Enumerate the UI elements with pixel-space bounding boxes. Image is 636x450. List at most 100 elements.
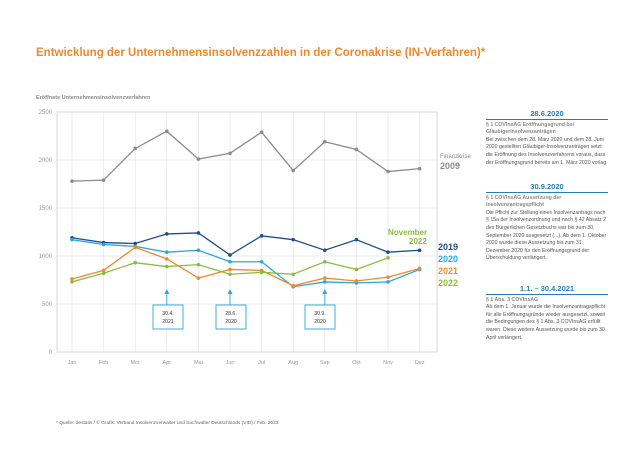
x-tick-label: Mai (194, 360, 203, 366)
sidebar-note-3: 1.1. – 30.4.2021 § 1 Abs. 3 COVInsAG Ab … (486, 285, 608, 342)
data-point-2022 (259, 270, 264, 275)
callout-sep: 30.9. 2020 (304, 289, 336, 330)
data-point-2021 (165, 257, 169, 261)
series-line-2019 (71, 232, 420, 256)
data-point-2020 (101, 242, 106, 247)
data-point-2020 (323, 280, 327, 284)
november-2022-label-year: 2022 (409, 237, 427, 246)
legend-label-2020: 2020 (438, 254, 458, 264)
y-tick-label: 2000 (39, 158, 53, 164)
x-tick-label: Jun (226, 360, 235, 366)
callout-date: 30.4. (162, 311, 174, 317)
data-point-2021 (417, 266, 422, 271)
legend-label-2021: 2021 (438, 266, 458, 276)
callout-year: 2020 (314, 319, 326, 325)
data-point-2009 (133, 146, 137, 151)
callout-jun: 28.6. 2020 (215, 289, 247, 330)
data-point-2022 (386, 256, 390, 260)
data-point-2022 (133, 260, 137, 265)
callout-arrow-head (227, 289, 233, 294)
x-tick-label: Dez (415, 360, 425, 366)
data-point-2021 (70, 277, 74, 281)
x-tick-label: Jul (258, 360, 265, 366)
y-tick-label: 2500 (39, 110, 53, 116)
callout-box (152, 304, 184, 330)
data-point-2021 (291, 283, 296, 288)
sidebar-note-1-law: § 1 COVInsAG Eröffnungsgrund bei Gläubig… (486, 121, 574, 136)
data-point-2020 (196, 248, 201, 253)
data-point-2022 (165, 264, 169, 269)
sidebar-note-2-text: Die Pflicht zur Stellung eines Insolvenz… (486, 209, 607, 262)
data-point-2019 (354, 237, 359, 242)
callout-date: 28.6. (225, 311, 237, 317)
sidebar-note-3-law: § 1 Abs. 3 COVInsAG (486, 296, 538, 303)
data-point-2021 (133, 245, 137, 250)
sidebar-note-2-date: 30.9.2020 (486, 183, 608, 193)
sidebar-note-2-law: § 1 COVInsAG Aussetzung der Insolvenzant… (486, 194, 562, 209)
data-point-2021 (101, 268, 106, 273)
sidebar-note-1-date: 28.6.2020 (486, 110, 608, 120)
callout-date: 30.9. (314, 311, 326, 317)
y-axis-label: Eröffnete Unternehmensinsolvenzverfahren (36, 95, 151, 101)
x-tick-label: Okt (352, 360, 361, 366)
data-point-2009 (386, 169, 390, 174)
data-point-2022 (354, 267, 359, 272)
data-point-2021 (196, 276, 201, 280)
series-line-2020 (71, 239, 420, 288)
data-point-2022 (228, 272, 232, 277)
data-point-2019 (165, 232, 169, 236)
data-point-2019 (196, 231, 201, 235)
data-point-2009 (323, 139, 327, 144)
x-tick-label: Sep (320, 360, 330, 366)
november-2022-label: November (388, 228, 427, 237)
y-tick-label: 500 (42, 302, 53, 308)
y-tick-label: 1000 (39, 254, 53, 260)
legend-label-finanzkrise: Finanzkrise (440, 154, 471, 160)
data-point-2009 (70, 179, 74, 183)
callout-box (215, 304, 247, 330)
data-point-2021 (323, 276, 327, 280)
data-point-2019 (259, 234, 264, 238)
data-point-2009 (165, 129, 169, 133)
data-point-2020 (386, 280, 390, 284)
data-point-2020 (259, 259, 264, 264)
legend-label-2019: 2019 (438, 242, 458, 252)
data-point-2019 (228, 253, 232, 257)
series-line-2009 (71, 130, 420, 182)
y-tick-label: 1500 (39, 206, 53, 212)
x-tick-label: Apr (163, 360, 172, 366)
data-point-2022 (101, 271, 106, 276)
sidebar-note-3-text: Ab dem 1. Januar wurde die Insolvenzantr… (486, 304, 607, 341)
legend-label-2022: 2022 (438, 278, 458, 288)
data-point-2022 (291, 272, 296, 277)
data-point-2021 (386, 275, 390, 279)
x-tick-label: Aug (288, 360, 298, 366)
callout-year: 2021 (162, 319, 174, 325)
data-point-2009 (354, 147, 359, 152)
data-point-2019 (323, 248, 327, 253)
data-point-2022 (70, 280, 74, 284)
data-point-2009 (196, 157, 201, 161)
series-line-2021 (71, 246, 420, 287)
data-point-2009 (228, 151, 232, 156)
data-point-2019 (291, 237, 296, 242)
callout-apr: 30.4. 2021 (152, 289, 184, 330)
callout-box (304, 304, 336, 330)
sidebar-note-1: 28.6.2020 § 1 COVInsAG Eröffnungsgrund b… (486, 110, 608, 167)
data-point-2009 (259, 130, 264, 134)
data-point-2009 (101, 178, 106, 182)
callout-year: 2020 (225, 319, 237, 325)
x-tick-label: Nov (383, 360, 393, 366)
x-tick-label: Feb (99, 360, 108, 366)
sidebar-note-1-text: Bei zwischen dem 28. März 2020 und dem 2… (486, 136, 608, 166)
data-point-2020 (228, 259, 232, 264)
data-point-2019 (417, 248, 422, 253)
legend-label-2009: 2009 (440, 161, 460, 171)
page-title: Entwicklung der Unternehmensinsolvenzzah… (36, 47, 486, 59)
sidebar-note-3-date: 1.1. – 30.4.2021 (486, 285, 608, 295)
data-point-2022 (323, 259, 327, 264)
plot-frame (56, 111, 438, 353)
data-point-2020 (165, 250, 169, 254)
x-tick-label: Jan (68, 360, 77, 366)
